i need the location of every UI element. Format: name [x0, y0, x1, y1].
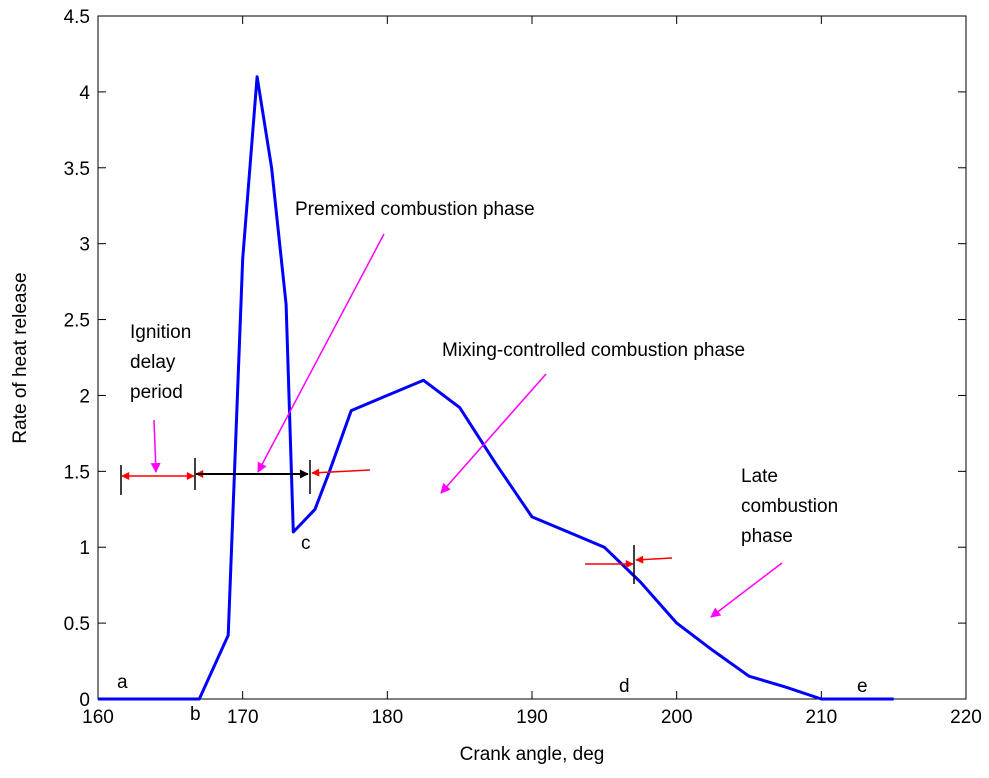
- plot-area: [97, 15, 967, 700]
- y-tick-label: 3: [79, 235, 90, 256]
- x-tick-label: 170: [227, 707, 259, 728]
- x-axis-title: Crank angle, deg: [460, 744, 605, 765]
- annotation-ignition-3: period: [130, 382, 183, 403]
- x-tick-label: 180: [371, 707, 403, 728]
- mixing-pointer: [440, 373, 547, 494]
- point-label-c: c: [301, 533, 311, 554]
- y-tick-label: 2: [79, 386, 90, 407]
- y-tick-label: 3.5: [64, 159, 90, 180]
- y-tick-label: 4: [79, 83, 90, 104]
- series-line-heat-release: [98, 75, 894, 701]
- late-pointer: [710, 562, 783, 618]
- x-tick-label: 220: [950, 707, 982, 728]
- annotation-late-2: combustion: [741, 496, 838, 517]
- annotation-ignition-2: delay: [130, 352, 176, 373]
- y-tick-label: 0: [79, 690, 90, 711]
- x-tick-label: 210: [805, 707, 837, 728]
- point-label-a: a: [117, 672, 128, 693]
- y-tick-label: 2.5: [64, 311, 90, 332]
- y-tick-label: 4.5: [64, 7, 90, 28]
- x-tick-label: 200: [661, 707, 693, 728]
- y-axis-title: Rate of heat release: [10, 272, 31, 443]
- annotation-mixing: Mixing-controlled combustion phase: [442, 340, 745, 361]
- phase-boundary-markers: [120, 458, 635, 584]
- mixing-arrow-left: [311, 468, 371, 477]
- y-axis-ticks: 0 0.5 1 1.5 2 2.5 3 3.5 4 4.5: [64, 7, 966, 711]
- annotation-ignition-1: Ignition: [130, 322, 191, 343]
- annotation-premixed: Premixed combustion phase: [295, 199, 535, 220]
- point-label-d: d: [619, 676, 630, 697]
- point-label-b: b: [190, 704, 201, 725]
- y-tick-label: 0.5: [64, 614, 90, 635]
- ignition-pointer: [150, 419, 161, 473]
- phase-span-arrows: [121, 468, 673, 568]
- y-tick-label: 1: [79, 538, 90, 559]
- late-arrow-right: [635, 555, 673, 564]
- x-tick-label: 190: [516, 707, 548, 728]
- annotation-late-3: phase: [741, 526, 793, 547]
- x-tick-label: 160: [82, 707, 114, 728]
- point-label-e: e: [857, 676, 868, 697]
- annotation-late-1: Late: [741, 466, 778, 487]
- premixed-pointer: [257, 233, 385, 473]
- pointer-arrows: [150, 233, 783, 618]
- y-tick-label: 1.5: [64, 462, 90, 483]
